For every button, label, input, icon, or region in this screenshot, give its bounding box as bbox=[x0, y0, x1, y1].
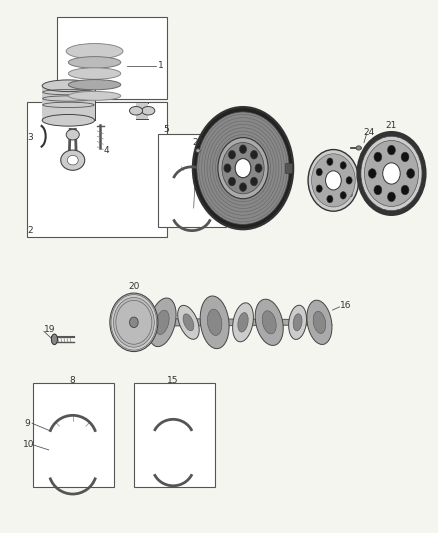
Ellipse shape bbox=[68, 68, 121, 79]
Ellipse shape bbox=[293, 314, 302, 331]
Text: 24: 24 bbox=[363, 128, 374, 137]
Ellipse shape bbox=[262, 311, 276, 334]
Circle shape bbox=[311, 154, 355, 207]
Text: 9: 9 bbox=[25, 419, 31, 428]
Circle shape bbox=[251, 177, 258, 186]
Ellipse shape bbox=[233, 303, 254, 342]
Bar bbox=[42, 86, 95, 120]
Ellipse shape bbox=[289, 305, 307, 340]
Circle shape bbox=[218, 138, 268, 199]
Circle shape bbox=[340, 192, 346, 199]
Text: 26: 26 bbox=[193, 138, 204, 147]
Text: 5: 5 bbox=[163, 125, 170, 134]
Ellipse shape bbox=[196, 149, 200, 152]
Text: 16: 16 bbox=[340, 301, 352, 310]
Text: 15: 15 bbox=[167, 376, 179, 385]
Circle shape bbox=[374, 152, 382, 161]
Ellipse shape bbox=[208, 309, 222, 335]
Ellipse shape bbox=[42, 115, 95, 126]
Bar bbox=[285, 163, 292, 173]
Text: 25: 25 bbox=[258, 133, 269, 142]
Circle shape bbox=[251, 150, 258, 159]
Bar bbox=[134, 383, 215, 487]
Bar bbox=[158, 134, 226, 227]
Ellipse shape bbox=[183, 314, 194, 331]
Circle shape bbox=[374, 185, 382, 195]
Circle shape bbox=[255, 164, 262, 172]
Ellipse shape bbox=[148, 298, 176, 346]
Circle shape bbox=[113, 297, 154, 347]
Text: 3: 3 bbox=[27, 133, 33, 142]
Ellipse shape bbox=[68, 91, 121, 100]
Text: 1: 1 bbox=[158, 61, 164, 70]
Circle shape bbox=[388, 192, 396, 201]
Ellipse shape bbox=[68, 79, 121, 90]
Circle shape bbox=[229, 150, 236, 159]
Text: 6: 6 bbox=[226, 178, 232, 187]
Ellipse shape bbox=[130, 107, 143, 115]
Circle shape bbox=[130, 317, 138, 328]
Ellipse shape bbox=[66, 44, 123, 59]
Circle shape bbox=[316, 185, 322, 192]
Circle shape bbox=[316, 168, 322, 176]
Circle shape bbox=[368, 168, 376, 178]
Circle shape bbox=[357, 132, 426, 215]
Circle shape bbox=[240, 183, 247, 191]
Circle shape bbox=[197, 112, 289, 224]
Circle shape bbox=[383, 163, 400, 184]
Circle shape bbox=[364, 141, 419, 206]
Circle shape bbox=[110, 293, 158, 352]
Circle shape bbox=[346, 176, 352, 184]
Text: 4: 4 bbox=[103, 146, 109, 155]
Circle shape bbox=[388, 146, 396, 155]
Text: 21: 21 bbox=[386, 121, 397, 130]
Text: 19: 19 bbox=[44, 325, 56, 334]
Ellipse shape bbox=[51, 334, 57, 345]
Bar bbox=[136, 103, 148, 119]
Ellipse shape bbox=[155, 310, 169, 335]
Circle shape bbox=[407, 168, 415, 178]
Ellipse shape bbox=[356, 146, 361, 150]
Bar bbox=[33, 383, 114, 487]
Ellipse shape bbox=[255, 299, 283, 345]
Ellipse shape bbox=[66, 130, 79, 140]
Circle shape bbox=[308, 150, 359, 211]
Bar bbox=[57, 17, 166, 99]
Ellipse shape bbox=[142, 107, 155, 115]
Circle shape bbox=[401, 185, 409, 195]
Ellipse shape bbox=[238, 312, 248, 332]
Circle shape bbox=[222, 142, 264, 194]
Circle shape bbox=[229, 177, 236, 186]
Text: 7: 7 bbox=[226, 204, 232, 213]
Ellipse shape bbox=[313, 311, 326, 334]
Text: 23: 23 bbox=[342, 190, 353, 199]
Circle shape bbox=[401, 152, 409, 161]
Circle shape bbox=[327, 158, 333, 165]
Ellipse shape bbox=[178, 305, 199, 340]
Circle shape bbox=[361, 136, 422, 211]
Ellipse shape bbox=[61, 150, 85, 170]
Text: 20: 20 bbox=[128, 282, 140, 291]
Circle shape bbox=[327, 195, 333, 203]
Bar bbox=[27, 102, 166, 237]
Ellipse shape bbox=[200, 296, 229, 349]
Text: 8: 8 bbox=[70, 376, 76, 385]
Polygon shape bbox=[136, 319, 332, 326]
Circle shape bbox=[240, 145, 247, 154]
Circle shape bbox=[193, 107, 293, 229]
Ellipse shape bbox=[42, 80, 95, 92]
Text: 10: 10 bbox=[23, 440, 35, 449]
Circle shape bbox=[340, 161, 346, 169]
Ellipse shape bbox=[68, 56, 121, 68]
Text: 2: 2 bbox=[28, 226, 33, 235]
Circle shape bbox=[325, 171, 341, 190]
Ellipse shape bbox=[307, 300, 332, 344]
Circle shape bbox=[235, 159, 251, 177]
Circle shape bbox=[224, 164, 231, 172]
Ellipse shape bbox=[67, 156, 78, 165]
